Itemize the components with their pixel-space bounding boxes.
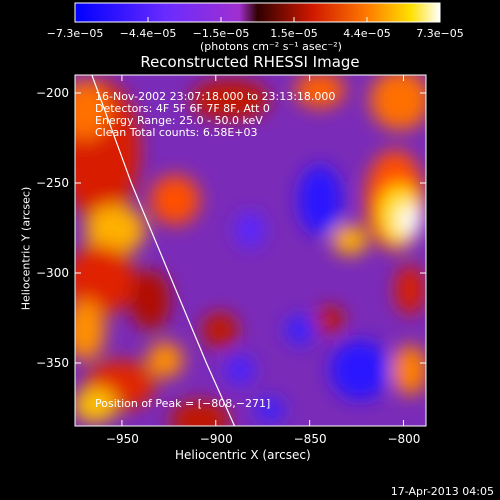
peak-annotation: Position of Peak = [−808,−271]	[95, 397, 271, 410]
colorbar-tick-label: 7.3e−05	[416, 27, 464, 40]
x-tick-label: −800	[387, 432, 421, 446]
colorbar-tick-label: −4.4e−05	[119, 27, 177, 40]
x-tick-label: −950	[105, 432, 139, 446]
colorbar-tick-label: −7.3e−05	[46, 27, 104, 40]
y-tick-label: −200	[36, 86, 69, 100]
y-axis-label: Heliocentric Y (arcsec)	[19, 186, 33, 311]
y-tick-label: −300	[36, 266, 69, 280]
timestamp: 17-Apr-2013 04:05	[390, 485, 494, 498]
plot-frame	[74, 74, 427, 427]
time-range-annotation: 16-Nov-2002 23:07:18.000 to 23:13:18.000	[95, 90, 336, 103]
colorbar-tick-label: 4.4e−05	[343, 27, 391, 40]
x-tick-label: −850	[293, 432, 327, 446]
y-tick-label: −350	[36, 356, 69, 370]
colorbar-units: (photons cm⁻² s⁻¹ asec⁻²)	[200, 40, 342, 53]
chart-title: Reconstructed RHESSI Image	[140, 53, 360, 71]
y-tick-label: −250	[36, 176, 69, 190]
colorbar-tick-label: −1.5e−05	[192, 27, 250, 40]
solar-limb-line	[91, 75, 236, 426]
heatmap	[75, 75, 426, 426]
energy-annotation: Energy Range: 25.0 - 50.0 keV	[95, 114, 263, 127]
colorbar	[74, 2, 441, 23]
colorbar-tick-label: 1.5e−05	[270, 27, 318, 40]
detectors-annotation: Detectors: 4F 5F 6F 7F 8F, Att 0	[95, 102, 270, 115]
x-axis-label: Heliocentric X (arcsec)	[175, 448, 311, 462]
counts-annotation: Clean Total counts: 6.58E+03	[95, 126, 258, 139]
x-tick-label: −900	[199, 432, 233, 446]
